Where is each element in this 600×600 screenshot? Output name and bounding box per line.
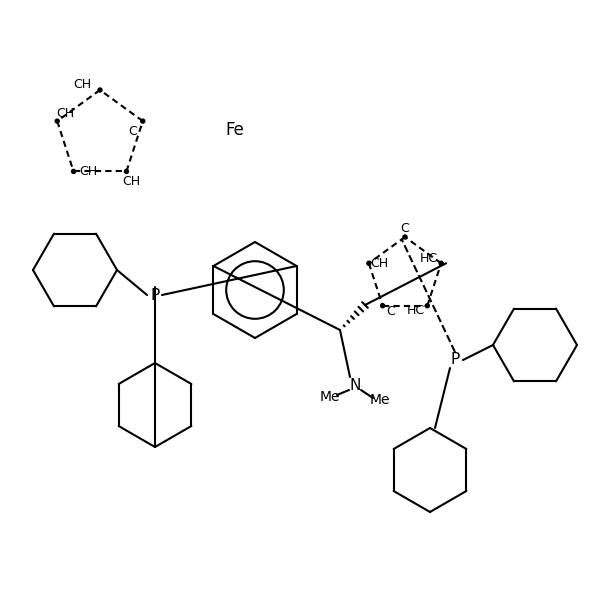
Text: CH: CH bbox=[56, 107, 74, 119]
Text: CH: CH bbox=[370, 257, 388, 270]
Text: N: N bbox=[349, 377, 361, 392]
Circle shape bbox=[403, 235, 407, 239]
Text: CH: CH bbox=[79, 165, 98, 178]
Circle shape bbox=[124, 169, 128, 173]
Text: Me: Me bbox=[320, 390, 340, 404]
Text: P: P bbox=[451, 352, 460, 367]
Circle shape bbox=[141, 119, 145, 123]
Circle shape bbox=[98, 88, 102, 92]
Text: C: C bbox=[401, 223, 409, 235]
Circle shape bbox=[425, 304, 430, 308]
Circle shape bbox=[380, 304, 385, 308]
Circle shape bbox=[439, 261, 443, 265]
Text: Me: Me bbox=[370, 393, 390, 407]
Text: HC: HC bbox=[420, 252, 438, 265]
Circle shape bbox=[71, 169, 76, 173]
Text: P: P bbox=[151, 287, 160, 302]
Text: CH: CH bbox=[122, 175, 140, 188]
Text: C: C bbox=[128, 125, 137, 137]
Circle shape bbox=[55, 119, 59, 123]
Circle shape bbox=[367, 261, 371, 265]
Text: CH: CH bbox=[73, 79, 91, 91]
Text: HC: HC bbox=[406, 304, 424, 317]
Text: C: C bbox=[386, 305, 395, 318]
Text: Fe: Fe bbox=[226, 121, 244, 139]
